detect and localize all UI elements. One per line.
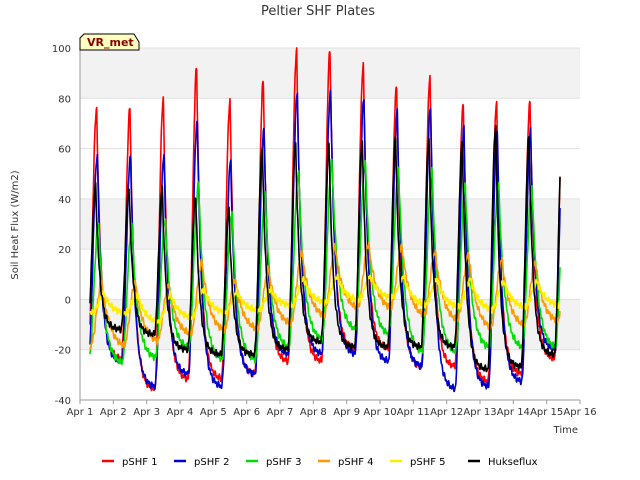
y-tick-label: -20 xyxy=(55,346,71,357)
x-tick-label: Apr 3 xyxy=(133,407,160,418)
x-tick-label: Apr 10 xyxy=(363,407,396,418)
series-lines xyxy=(89,47,561,393)
series-line-pshf-5 xyxy=(89,273,561,326)
x-tick-label: Apr 9 xyxy=(333,407,360,418)
x-tick-label: Apr 8 xyxy=(300,407,327,418)
legend: pSHF 1 pSHF 2 pSHF 3 pSHF 4 pSHF 5 Hukseflux xyxy=(102,457,538,468)
legend-label: Hukseflux xyxy=(488,457,538,468)
x-tick-label: Apr 11 xyxy=(397,407,430,418)
series-line-pshf-2 xyxy=(89,89,561,393)
badge: VR_met xyxy=(79,33,140,51)
tick-labels: -40 -20 0 20 40 60 80 100 Apr 1 Apr 2 Apr 3 Apr 4 Ap… xyxy=(52,44,597,418)
x-tick-label: Apr 14 xyxy=(497,407,530,418)
legend-label: pSHF 3 xyxy=(266,457,302,468)
x-tick-label: Apr 1 xyxy=(67,407,94,418)
badge-box xyxy=(79,33,140,51)
y-tick-label: 20 xyxy=(58,245,71,256)
chart-title: Peltier SHF Plates xyxy=(261,4,375,19)
y-axis-label: Soil Heat Flux (W/m2) xyxy=(10,170,21,279)
x-tick-label: Apr 2 xyxy=(100,407,127,418)
x-tick-label: Apr 13 xyxy=(463,407,496,418)
series-line-pshf-4 xyxy=(89,242,561,350)
x-tick-label: Apr 12 xyxy=(430,407,463,418)
y-tick-label: 60 xyxy=(58,145,71,156)
y-tick-label: 40 xyxy=(58,195,71,206)
legend-label: pSHF 1 xyxy=(122,457,158,468)
x-tick-label: Apr 7 xyxy=(267,407,294,418)
x-tick-label: Apr 5 xyxy=(200,407,227,418)
x-tick-label: Apr 6 xyxy=(233,407,260,418)
series-line-hukseflux xyxy=(89,125,561,373)
x-tick-label: Apr 16 xyxy=(563,407,596,418)
y-tick-label: 80 xyxy=(58,94,71,105)
y-tick-label: 100 xyxy=(52,44,71,55)
y-tick-label: 0 xyxy=(65,295,71,306)
x-tick-label: Apr 4 xyxy=(167,407,194,418)
legend-label: pSHF 4 xyxy=(338,457,374,468)
legend-label: pSHF 5 xyxy=(410,457,446,468)
badge-label: VR_met xyxy=(87,36,134,49)
axes xyxy=(79,48,581,404)
x-tick-label: Apr 15 xyxy=(530,407,563,418)
x-axis-label: Time xyxy=(553,425,578,436)
y-tick-label: -40 xyxy=(55,396,71,407)
legend-label: pSHF 2 xyxy=(194,457,230,468)
